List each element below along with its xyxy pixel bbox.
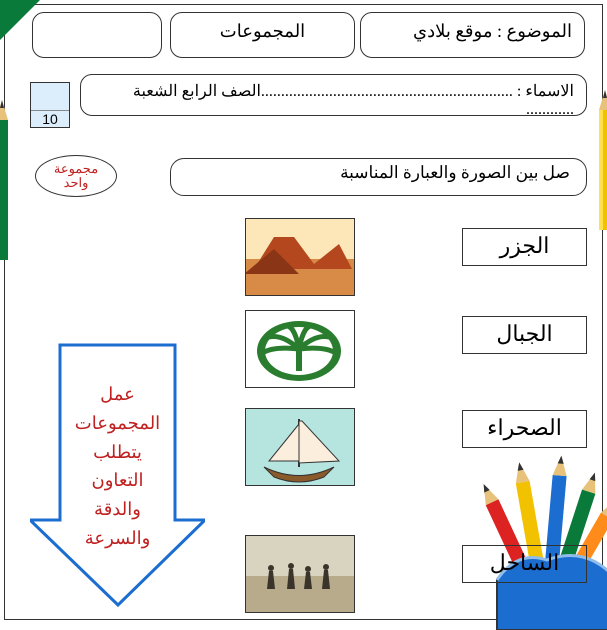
desert-mesa-image [245, 219, 354, 296]
word-box-3: الصحراء [462, 410, 587, 448]
word-3: الصحراء [487, 415, 562, 440]
groups-text: المجموعات [220, 21, 305, 41]
pencil-left-icon [0, 100, 12, 280]
arrow-l1: عمل [55, 380, 180, 409]
arrow-l2: المجموعات [55, 409, 180, 438]
image-box-4 [245, 535, 355, 613]
badge-line2: واحد [64, 176, 89, 190]
badge-line1: مجموعة [54, 162, 98, 176]
word-1: الجزر [500, 233, 550, 258]
word-box-2: الجبال [462, 316, 587, 354]
image-box-2 [245, 310, 355, 388]
arrow-l4: التعاون [55, 466, 180, 495]
groups-box: المجموعات [170, 12, 355, 58]
sailboat-image [245, 409, 354, 486]
group-badge: مجموعة واحد [35, 155, 117, 197]
image-box-1 [245, 218, 355, 296]
blank-box [32, 12, 162, 58]
names-text: الاسماء : ..............................… [133, 83, 574, 118]
score-box: 10 [30, 82, 70, 128]
topic-box: الموضوع : موقع بلادي [360, 12, 585, 58]
word-box-4: الساحل [462, 545, 587, 583]
palm-island-image [245, 311, 354, 388]
score-value: 10 [31, 110, 69, 127]
people-beach-image [245, 536, 354, 613]
topic-text: الموضوع : موقع بلادي [413, 21, 572, 41]
word-2: الجبال [496, 321, 552, 346]
names-box: الاسماء : ..............................… [80, 74, 587, 116]
word-4: الساحل [490, 550, 559, 575]
pencil-right-icon [595, 90, 607, 250]
instruction-text: صل بين الصورة والعبارة المناسبة [340, 163, 570, 182]
pencils-bunch-icon [467, 450, 607, 630]
arrow-l6: والسرعة [55, 524, 180, 553]
image-box-3 [245, 408, 355, 486]
instruction-box: صل بين الصورة والعبارة المناسبة [170, 158, 587, 196]
word-box-1: الجزر [462, 228, 587, 266]
arrow-text: عمل المجموعات يتطلب التعاون والدقة والسر… [55, 380, 180, 553]
arrow-l3: يتطلب [55, 438, 180, 467]
arrow-l5: والدقة [55, 495, 180, 524]
